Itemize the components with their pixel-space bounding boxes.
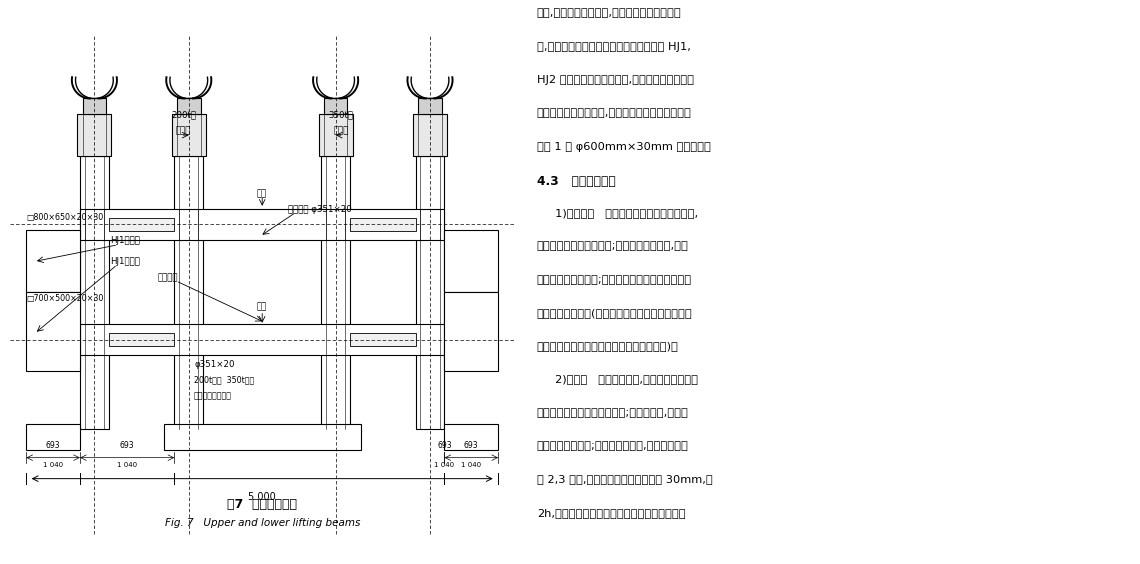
Text: 缸垫板: 缸垫板 — [333, 126, 349, 135]
Bar — [416, 156, 445, 429]
Text: □700×500×20×30: □700×500×20×30 — [26, 294, 104, 303]
Text: 件设计受力状态为原则,在上、下提升梁对应位置均: 件设计受力状态为原则,在上、下提升梁对应位置均 — [537, 108, 692, 118]
Text: 1 040: 1 040 — [462, 462, 481, 468]
Bar — [26, 293, 80, 371]
Text: 查提升系统的情况;确认系统正常后,控制油缸完成: 查提升系统的情况;确认系统正常后,控制油缸完成 — [537, 441, 689, 451]
Bar — [174, 156, 203, 429]
Bar — [172, 114, 206, 156]
Bar — [108, 333, 174, 346]
Bar — [26, 424, 80, 450]
Text: 200t油缸  350t油缸: 200t油缸 350t油缸 — [194, 375, 254, 384]
Text: 第 2,3 行程,将结构提离距支撑胎架约 30mm,停: 第 2,3 行程,将结构提离距支撑胎架约 30mm,停 — [537, 474, 712, 484]
Bar — [80, 324, 445, 355]
Bar — [445, 424, 498, 450]
Text: 地锚垫板地锚垫板: 地锚垫板地锚垫板 — [194, 391, 233, 400]
Text: □800×650×20×30: □800×650×20×30 — [26, 213, 104, 222]
Text: 1 040: 1 040 — [117, 462, 137, 468]
Text: 693: 693 — [437, 441, 451, 450]
Text: 693: 693 — [120, 441, 135, 450]
Text: 1 040: 1 040 — [434, 462, 455, 468]
Text: 压泵站、计算机控制系统、传感检测系统等)。: 压泵站、计算机控制系统、传感检测系统等)。 — [537, 341, 678, 351]
Text: φ351×20: φ351×20 — [194, 359, 235, 368]
Text: 统至预备工作状态(包括地锚、钢绞线、安全锚、液: 统至预备工作状态(包括地锚、钢绞线、安全锚、液 — [537, 308, 692, 318]
Bar — [318, 114, 352, 156]
Bar — [177, 99, 201, 114]
Text: 节间,若不采取加固措施,在较大的提升反力作用: 节间,若不采取加固措施,在较大的提升反力作用 — [537, 8, 682, 19]
Bar — [350, 333, 416, 346]
Text: HJ1上弦杆: HJ1上弦杆 — [111, 236, 140, 245]
Bar — [26, 230, 80, 293]
Bar — [413, 114, 447, 156]
Text: Fig. 7   Upper and lower lifting beams: Fig. 7 Upper and lower lifting beams — [164, 518, 360, 528]
Text: 连杆: 连杆 — [258, 302, 267, 311]
Bar — [164, 424, 360, 450]
Text: 下升提梁: 下升提梁 — [157, 273, 178, 282]
Bar — [445, 293, 498, 371]
Text: 加压使油缸负载上升一个行程;行程结束后,认真检: 加压使油缸负载上升一个行程;行程结束后,认真检 — [537, 408, 689, 418]
Bar — [350, 218, 416, 231]
Bar — [80, 209, 445, 240]
Text: HJ2 在平台结构中的重要性,以施工过程不改变构: HJ2 在平台结构中的重要性,以施工过程不改变构 — [537, 75, 694, 85]
Bar — [418, 99, 442, 114]
Bar — [108, 218, 174, 231]
Text: 2h,观察结构及提升支承结构的变形及稳定性。: 2h,观察结构及提升支承结构的变形及稳定性。 — [537, 508, 685, 518]
Text: HJ1下弦杆: HJ1下弦杆 — [111, 257, 140, 266]
Text: 缸垫板: 缸垫板 — [176, 126, 192, 135]
Bar — [445, 230, 498, 293]
Text: 增设 1 道 φ600mm×30mm 临时支撑。: 增设 1 道 φ600mm×30mm 临时支撑。 — [537, 142, 710, 152]
Text: 5 000: 5 000 — [249, 492, 276, 502]
Bar — [82, 99, 106, 114]
Text: 下,悬挑弦杆中将产生较大附加弯矩。鉴于 HJ1,: 下,悬挑弦杆中将产生较大附加弯矩。鉴于 HJ1, — [537, 42, 691, 52]
Text: 图7  上、下提升梁: 图7 上、下提升梁 — [227, 499, 298, 512]
Text: 1 040: 1 040 — [43, 462, 63, 468]
Bar — [324, 99, 348, 114]
Text: 连杆: 连杆 — [258, 189, 267, 198]
Bar — [80, 156, 108, 429]
Text: 确保结构运行面内无阻挡;认真检查上部结构,去除: 确保结构运行面内无阻挡;认真检查上部结构,去除 — [537, 241, 689, 252]
Text: 200t油: 200t油 — [171, 111, 196, 120]
Text: 2)试提升   准备工作就绪,采用手动方式缓步: 2)试提升 准备工作就绪,采用手动方式缓步 — [537, 374, 698, 385]
Text: 693: 693 — [46, 441, 60, 450]
Text: 一切计算之外的荷载;安装、连接、调试液压提升系: 一切计算之外的荷载;安装、连接、调试液压提升系 — [537, 275, 692, 285]
Bar — [78, 114, 112, 156]
Text: 1)提升准备   割除地面拼装架上层弦杆支撑,: 1)提升准备 割除地面拼装架上层弦杆支撑, — [537, 208, 698, 218]
Bar — [321, 156, 350, 429]
Text: 693: 693 — [464, 441, 479, 450]
Text: 上升提梁 φ351×20: 上升提梁 φ351×20 — [288, 205, 352, 214]
Text: 350t油: 350t油 — [328, 111, 353, 120]
Text: 4.3   提升实施步骤: 4.3 提升实施步骤 — [537, 175, 616, 188]
